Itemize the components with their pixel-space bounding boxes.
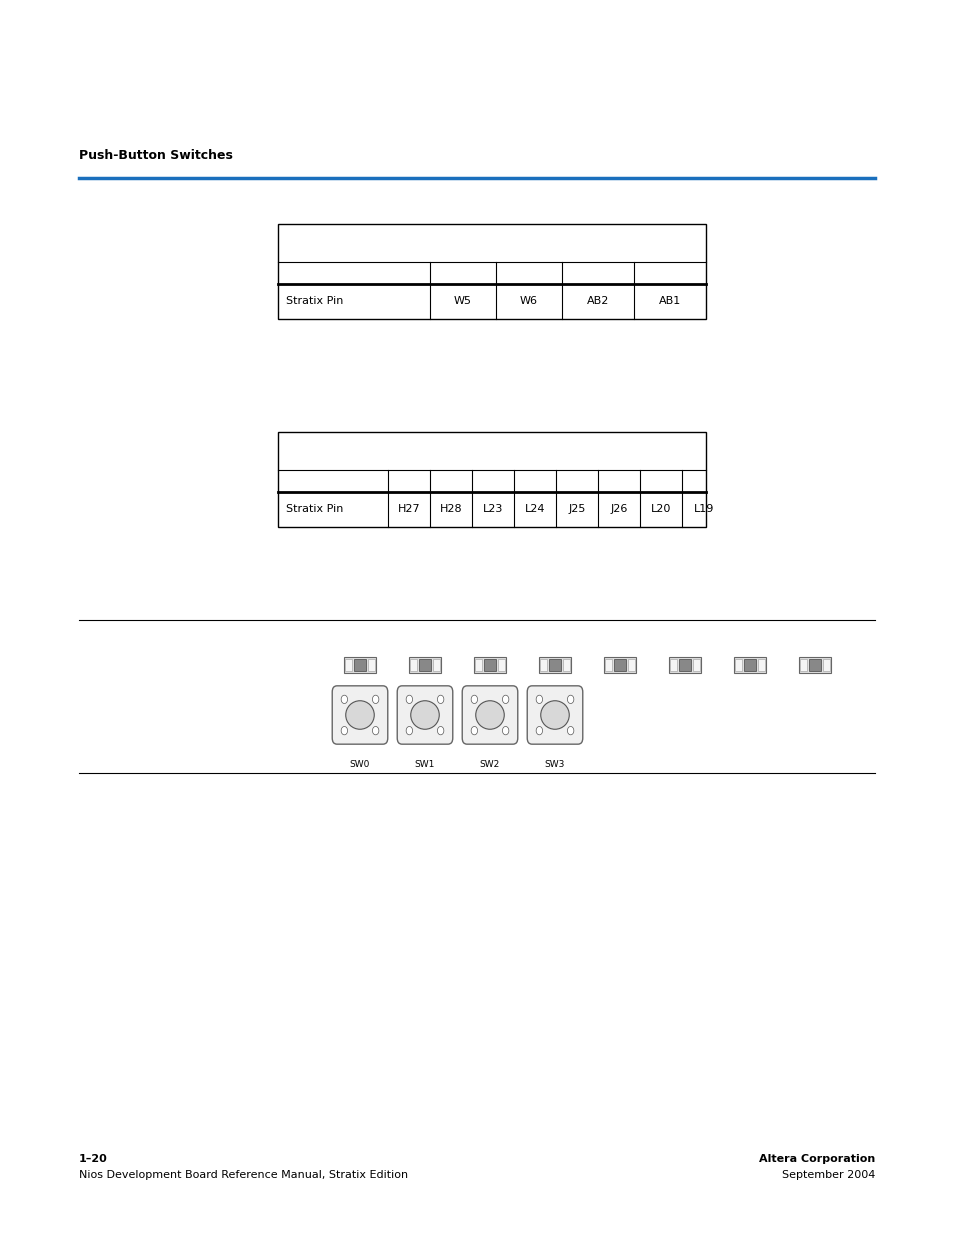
Ellipse shape [372, 726, 378, 735]
Ellipse shape [341, 726, 347, 735]
Bar [354, 658, 366, 672]
Bar [668, 657, 700, 673]
Text: AB2: AB2 [586, 296, 609, 306]
Bar [474, 657, 505, 673]
Bar [475, 658, 481, 672]
Ellipse shape [437, 695, 443, 704]
Bar [483, 658, 496, 672]
Bar [758, 658, 764, 672]
Text: J26: J26 [610, 505, 627, 515]
Ellipse shape [502, 726, 508, 735]
Ellipse shape [471, 695, 477, 704]
Text: Nios Development Board Reference Manual, Stratix Edition: Nios Development Board Reference Manual,… [79, 1170, 408, 1179]
Ellipse shape [406, 726, 412, 735]
Bar [277, 224, 705, 319]
Bar [368, 658, 375, 672]
Bar [433, 658, 439, 672]
Bar [548, 658, 560, 672]
Ellipse shape [536, 726, 542, 735]
Text: D3: D3 [549, 667, 560, 676]
Ellipse shape [471, 726, 477, 735]
Ellipse shape [345, 700, 374, 729]
Text: D6: D6 [743, 667, 755, 676]
Text: D1: D1 [418, 667, 431, 676]
Ellipse shape [341, 695, 347, 704]
Bar [410, 658, 416, 672]
Text: Altera Corporation: Altera Corporation [758, 1153, 874, 1165]
Text: W5: W5 [454, 296, 472, 306]
Ellipse shape [567, 695, 574, 704]
Text: September 2004: September 2004 [781, 1170, 874, 1179]
Text: Stratix Pin: Stratix Pin [285, 296, 343, 306]
Text: L20: L20 [650, 505, 671, 515]
Bar [277, 432, 705, 527]
Bar [742, 658, 756, 672]
Text: AB1: AB1 [659, 296, 680, 306]
Bar [562, 658, 570, 672]
Ellipse shape [540, 700, 569, 729]
Ellipse shape [406, 695, 412, 704]
Bar [603, 657, 636, 673]
Bar [799, 657, 830, 673]
Bar [808, 658, 821, 672]
Bar [497, 658, 504, 672]
Text: L24: L24 [524, 505, 545, 515]
Text: D7: D7 [808, 667, 821, 676]
Text: L23: L23 [482, 505, 502, 515]
Bar [733, 657, 765, 673]
Text: SW3: SW3 [544, 760, 564, 769]
Bar [800, 658, 806, 672]
FancyBboxPatch shape [527, 685, 582, 745]
Text: D0: D0 [354, 667, 366, 676]
Ellipse shape [476, 700, 504, 729]
Bar [344, 657, 375, 673]
Ellipse shape [437, 726, 443, 735]
Text: D5: D5 [679, 667, 690, 676]
Bar [669, 658, 677, 672]
Bar [613, 658, 626, 672]
Bar [678, 658, 691, 672]
Bar [627, 658, 635, 672]
FancyBboxPatch shape [462, 685, 517, 745]
Text: L19: L19 [693, 505, 714, 515]
Bar [418, 658, 431, 672]
Text: H28: H28 [439, 505, 462, 515]
Text: W6: W6 [519, 296, 537, 306]
Text: SW0: SW0 [350, 760, 370, 769]
FancyBboxPatch shape [396, 685, 453, 745]
Bar [734, 658, 741, 672]
Text: Stratix Pin: Stratix Pin [285, 505, 343, 515]
Text: SW2: SW2 [479, 760, 499, 769]
Bar [692, 658, 700, 672]
FancyBboxPatch shape [332, 685, 387, 745]
Ellipse shape [536, 695, 542, 704]
Bar [538, 657, 571, 673]
Bar [539, 658, 546, 672]
Text: J25: J25 [568, 505, 585, 515]
Text: Push-Button Switches: Push-Button Switches [79, 149, 233, 162]
Text: D2: D2 [483, 667, 496, 676]
Bar [345, 658, 352, 672]
Bar [604, 658, 612, 672]
Bar [409, 657, 440, 673]
Text: H27: H27 [397, 505, 420, 515]
Text: D4: D4 [614, 667, 625, 676]
Ellipse shape [411, 700, 438, 729]
Text: 1–20: 1–20 [79, 1153, 108, 1165]
Ellipse shape [372, 695, 378, 704]
Ellipse shape [502, 695, 508, 704]
Ellipse shape [567, 726, 574, 735]
Text: SW1: SW1 [415, 760, 435, 769]
Bar [822, 658, 829, 672]
